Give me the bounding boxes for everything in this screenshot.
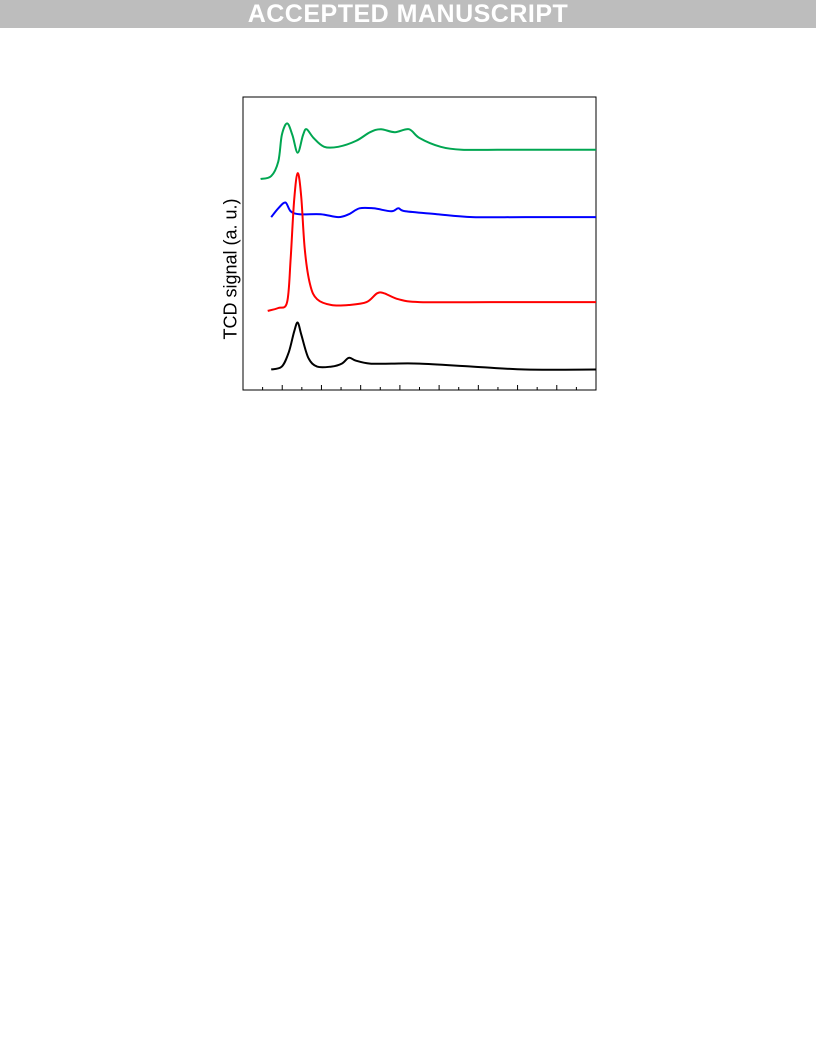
series-line-2 <box>270 201 596 219</box>
plot-frame <box>242 96 597 391</box>
banner-text: ACCEPTED MANUSCRIPT <box>247 0 569 28</box>
series-line-4 <box>270 321 597 371</box>
series-lines <box>260 122 597 371</box>
x-axis-ticks <box>242 385 597 390</box>
series-line-1 <box>260 122 596 180</box>
y-axis-label-text: TCD signal (a. u.) <box>220 198 241 340</box>
series-line-3 <box>267 172 596 312</box>
accepted-manuscript-banner: ACCEPTED MANUSCRIPT <box>0 0 816 28</box>
